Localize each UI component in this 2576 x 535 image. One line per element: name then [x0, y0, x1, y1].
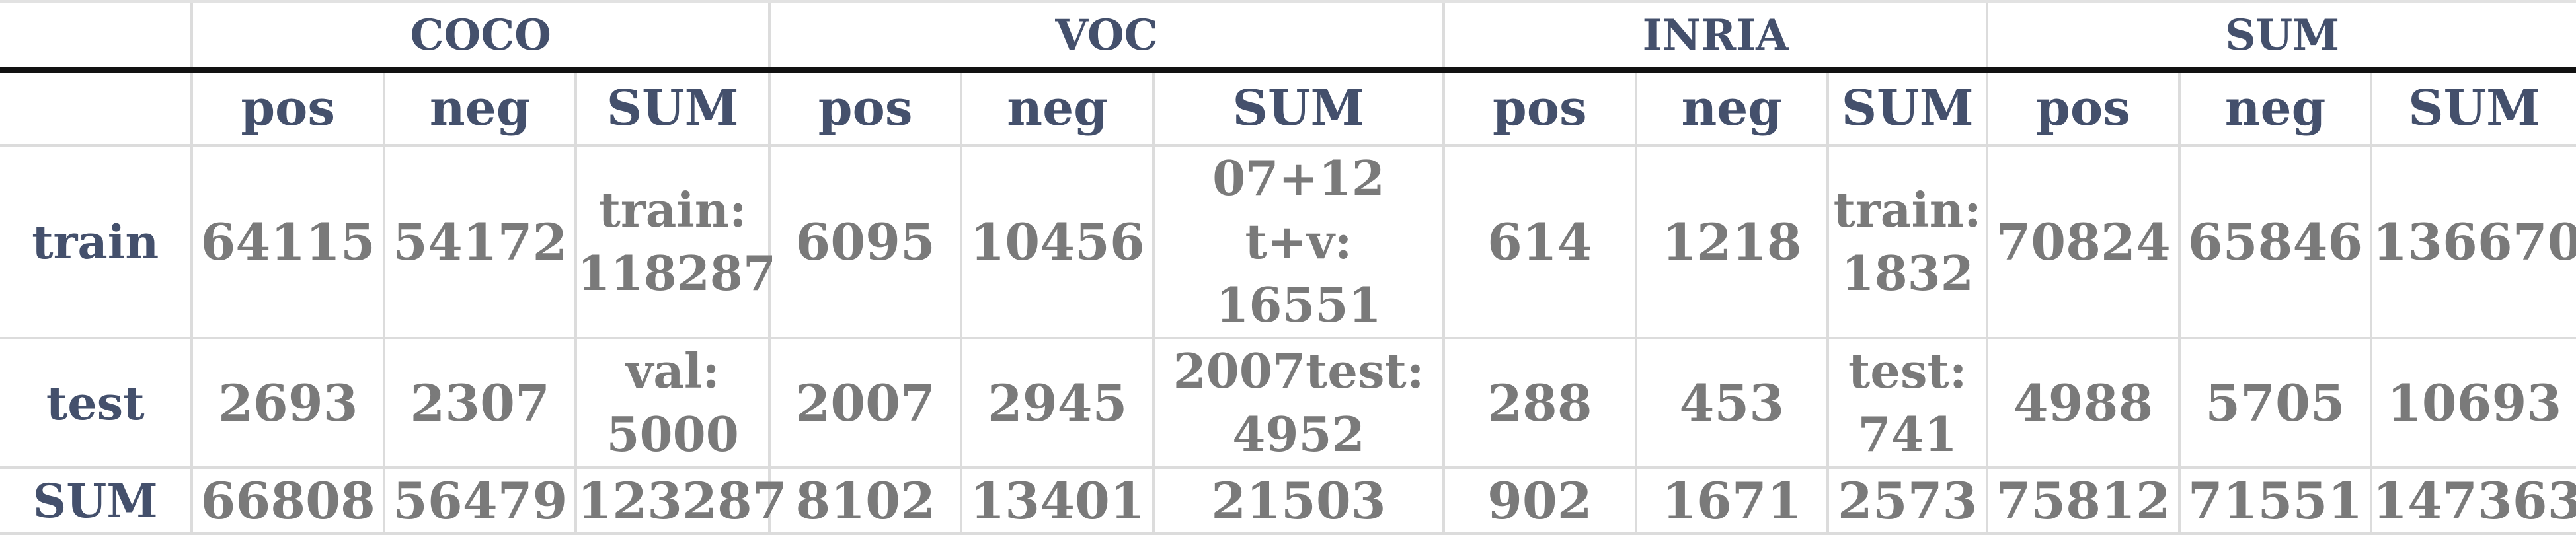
subheader-voc-neg: neg	[960, 68, 1155, 147]
table-row-train: train 64115 54172 train: 118287 6095 104…	[0, 144, 2576, 339]
subheader-corner-cell	[0, 68, 194, 147]
cell-train-total-neg: 65846	[2177, 144, 2373, 339]
cell-test-voc-pos: 2007	[767, 337, 963, 469]
cell-sum-total-neg: 71551	[2177, 466, 2373, 535]
cell-test-coco-neg: 2307	[382, 337, 578, 469]
cell-train-coco-sum-line2: 118287	[577, 245, 776, 301]
group-header-coco: COCO	[190, 0, 771, 73]
subheader-total-neg: neg	[2177, 68, 2373, 147]
cell-train-voc-pos: 6095	[767, 144, 963, 339]
cell-sum-total-sum: 147363	[2370, 466, 2576, 535]
cell-sum-inria-neg: 1671	[1634, 466, 1830, 535]
cell-train-inria-sum: train: 1832	[1826, 144, 1989, 339]
cell-test-coco-sum: val: 5000	[574, 337, 771, 469]
cell-sum-coco-sum: 123287	[574, 466, 787, 535]
row-label-test: test	[0, 337, 194, 469]
cell-train-voc-sum-line2: 16551	[1216, 277, 1382, 333]
cell-test-voc-sum-line2: 4952	[1232, 406, 1365, 462]
cell-test-coco-sum-line2: 5000	[606, 406, 739, 462]
subheader-inria-pos: pos	[1442, 68, 1637, 147]
cell-test-inria-sum-line1: test:	[1848, 343, 1967, 399]
cell-test-inria-pos: 288	[1442, 337, 1637, 469]
cell-sum-voc-neg: 13401	[960, 466, 1155, 535]
cell-test-coco-sum-line1: val:	[625, 343, 720, 399]
cell-train-inria-sum-line1: train:	[1833, 182, 1982, 238]
cell-train-coco-neg: 54172	[382, 144, 578, 339]
cell-train-voc-neg: 10456	[960, 144, 1155, 339]
cell-train-total-sum: 136670	[2370, 144, 2576, 339]
cell-train-voc-sum-line1: 07+12 t+v:	[1212, 150, 1385, 269]
subheader-coco-sum: SUM	[574, 68, 771, 147]
corner-cell	[0, 0, 194, 73]
cell-sum-voc-sum: 21503	[1151, 466, 1446, 535]
subheader-total-pos: pos	[1986, 68, 2181, 147]
cell-train-coco-pos: 64115	[190, 144, 385, 339]
subheader-total-sum: SUM	[2370, 68, 2576, 147]
cell-test-inria-neg: 453	[1634, 337, 1830, 469]
subheader-coco-neg: neg	[382, 68, 578, 147]
cell-train-voc-sum: 07+12 t+v: 16551	[1151, 144, 1446, 339]
group-header-voc: VOC	[767, 0, 1446, 73]
cell-sum-inria-sum: 2573	[1826, 466, 1989, 535]
cell-train-inria-sum-line2: 1832	[1841, 245, 1974, 301]
cell-train-coco-sum-line1: train:	[598, 182, 747, 238]
cell-sum-coco-neg: 56479	[382, 466, 578, 535]
cell-test-voc-neg: 2945	[960, 337, 1155, 469]
cell-sum-inria-pos: 902	[1442, 466, 1637, 535]
cell-sum-coco-pos: 66808	[190, 466, 385, 535]
cell-sum-total-pos: 75812	[1986, 466, 2181, 535]
cell-test-inria-sum: test: 741	[1826, 337, 1989, 469]
subheader-voc-sum: SUM	[1151, 68, 1446, 147]
group-header-inria: INRIA	[1442, 0, 1989, 73]
cell-test-voc-sum: 2007test: 4952	[1151, 337, 1446, 469]
subheader-voc-pos: pos	[767, 68, 963, 147]
cell-train-inria-pos: 614	[1442, 144, 1637, 339]
group-header-row: COCO VOC INRIA SUM	[0, 0, 2576, 73]
cell-test-coco-pos: 2693	[190, 337, 385, 469]
cell-test-total-sum: 10693	[2370, 337, 2576, 469]
cell-test-total-neg: 5705	[2177, 337, 2373, 469]
table-row-test: test 2693 2307 val: 5000 2007 2945 2007t…	[0, 337, 2576, 469]
cell-sum-voc-pos: 8102	[767, 466, 963, 535]
subheader-coco-pos: pos	[190, 68, 385, 147]
cell-train-coco-sum: train: 118287	[574, 144, 776, 339]
row-label-train: train	[0, 144, 194, 339]
group-header-sum: SUM	[1986, 0, 2576, 73]
cell-train-inria-neg: 1218	[1634, 144, 1830, 339]
subheader-row: pos neg SUM pos neg SUM pos neg SUM pos …	[0, 68, 2576, 147]
cell-test-voc-sum-line1: 2007test:	[1173, 343, 1425, 399]
cell-test-inria-sum-line2: 741	[1857, 406, 1957, 462]
table-row-sum: SUM 66808 56479 123287 8102 13401 21503 …	[0, 466, 2576, 535]
cell-train-total-pos: 70824	[1986, 144, 2181, 339]
subheader-inria-sum: SUM	[1826, 68, 1989, 147]
row-label-sum: SUM	[0, 466, 194, 535]
cell-test-total-pos: 4988	[1986, 337, 2181, 469]
subheader-inria-neg: neg	[1634, 68, 1830, 147]
